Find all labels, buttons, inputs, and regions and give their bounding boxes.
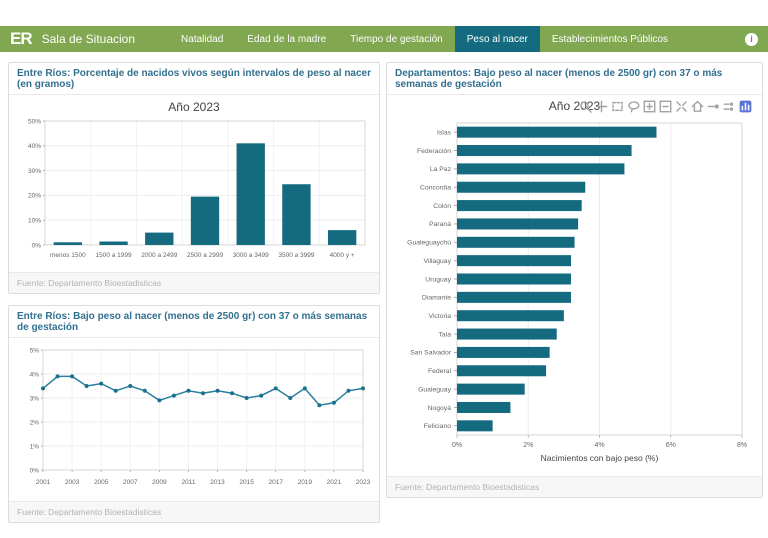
svg-text:2021: 2021 [327,479,342,486]
svg-text:10%: 10% [28,218,41,225]
svg-text:Colón: Colón [433,203,451,210]
weights-chart-title: Año 2023 [168,100,220,114]
panel-low-weight-trend: Entre Ríos: Bajo peso al nacer (menos de… [8,305,380,523]
svg-text:2019: 2019 [298,479,313,486]
svg-text:Diamante: Diamante [422,295,451,302]
svg-text:2005: 2005 [94,479,109,486]
nav-item-establecimientos-p-blicos[interactable]: Establecimientos Públicos [551,33,669,45]
panel-weight-intervals-body: Año 2023 0% 10% 20% 30% 40% 50% menos 1500 1500… [9,95,379,272]
hover-closest-icon[interactable] [707,100,720,113]
panel-departments: Departamentos: Bajo peso al nacer (menos… [386,62,763,498]
svg-text:5%: 5% [30,347,40,354]
app-header: ER Sala de Situacion Natalidad Edad de la… [0,26,768,52]
lasso-icon[interactable] [627,100,640,113]
zoom-out-icon[interactable] [659,100,672,113]
svg-text:2500 a 2999: 2500 a 2999 [187,252,224,259]
svg-text:50%: 50% [28,118,41,125]
svg-text:30%: 30% [28,168,41,175]
departments-title-row: Año 2023 [393,97,756,117]
panel-weight-intervals-title: Entre Ríos: Porcentaje de nacidos vivos … [9,63,379,95]
svg-text:4%: 4% [594,442,604,449]
panel-weight-intervals-source: Fuente: Departamento Bioestadisticas [9,272,379,293]
svg-text:8%: 8% [737,442,747,449]
left-column: Entre Ríos: Porcentaje de nacidos vivos … [8,62,380,523]
svg-text:2001: 2001 [36,479,51,486]
autoscale-icon[interactable] [675,100,688,113]
plotly-modebar [579,100,752,113]
svg-text:Concordia: Concordia [420,185,451,192]
svg-text:3%: 3% [30,395,40,402]
svg-text:La Paz: La Paz [430,166,452,173]
svg-text:2011: 2011 [181,479,195,486]
svg-text:Gualeguaychú: Gualeguaychú [407,240,451,247]
svg-text:2013: 2013 [210,479,225,486]
svg-text:2%: 2% [30,419,40,426]
trend-line-chart[interactable]: 0% 1% 2% 3% 4% 5% 2001 2003 2005 2007 2009 2011 2013… [15,340,373,499]
svg-text:Gualeguay: Gualeguay [418,386,451,393]
svg-text:Islas: Islas [437,129,452,136]
svg-text:2%: 2% [523,442,533,449]
svg-text:1%: 1% [30,443,40,450]
departments-hbar-chart[interactable]: 0% 2% 4% 6% 8% Islas Federación La Paz Concordia… [393,117,756,474]
plotly-logo-icon[interactable] [739,100,752,113]
panel-departments-source: Fuente: Departamento Bioestadisticas [387,476,762,497]
svg-text:3500 a 3999: 3500 a 3999 [278,252,315,259]
svg-text:Nogoyá: Nogoyá [428,405,452,412]
svg-text:Federación: Federación [417,148,451,155]
svg-text:6%: 6% [666,442,676,449]
svg-text:Uruguay: Uruguay [425,276,451,283]
weights-bar-chart[interactable]: 0% 10% 20% 30% 40% 50% menos 1500 1500 a 1999 20… [15,115,373,270]
svg-text:4%: 4% [30,371,40,378]
box-select-icon[interactable] [611,100,624,113]
svg-text:2023: 2023 [356,479,371,486]
svg-text:20%: 20% [28,193,41,200]
svg-text:Federal: Federal [428,368,452,375]
svg-text:0%: 0% [30,467,40,474]
info-icon[interactable]: i [745,32,758,46]
svg-text:4000 y +: 4000 y + [330,252,355,259]
nav-item-natalidad[interactable]: Natalidad [181,33,224,45]
svg-text:Paraná: Paraná [429,221,451,228]
svg-text:0%: 0% [452,442,462,449]
right-column: Departamentos: Bajo peso al nacer (menos… [386,62,763,498]
svg-text:Nacimientos con bajo peso (%): Nacimientos con bajo peso (%) [541,453,659,463]
nav-item-edad-de-la-madre[interactable]: Edad de la madre [247,33,327,45]
svg-text:0%: 0% [32,242,42,249]
zoom-in-icon[interactable] [643,100,656,113]
svg-text:menos 1500: menos 1500 [50,252,86,259]
dashboard-content: Entre Ríos: Porcentaje de nacidos vivos … [0,52,768,523]
nav-item-peso-al-nacer[interactable]: Peso al nacer [454,26,540,52]
hover-compare-icon[interactable] [723,100,736,113]
svg-text:Tala: Tala [439,331,452,338]
panel-departments-title: Departamentos: Bajo peso al nacer (menos… [387,63,762,95]
svg-text:40%: 40% [28,143,41,150]
svg-text:1500 a 1999: 1500 a 1999 [95,252,132,259]
svg-text:2000 a 2499: 2000 a 2499 [141,252,178,259]
zoom-icon[interactable] [579,100,592,113]
svg-text:2007: 2007 [123,479,138,486]
reset-axes-icon[interactable] [691,100,704,113]
app-title: Sala de Situacion [41,32,136,46]
pan-icon[interactable] [595,100,608,113]
panel-departments-body: Año 2023 0% 2% 4% 6% 8% Islas Federación La Paz… [387,95,762,476]
svg-text:Victoria: Victoria [428,313,451,320]
panel-low-weight-trend-body: 0% 1% 2% 3% 4% 5% 2001 2003 2005 2007 2009 2011 2013… [9,338,379,501]
panel-low-weight-trend-title: Entre Ríos: Bajo peso al nacer (menos de… [9,306,379,338]
nav-item-tiempo-de-gestaci-n[interactable]: Tiempo de gestación [350,33,443,45]
svg-text:2009: 2009 [152,479,167,486]
panel-weight-intervals: Entre Ríos: Porcentaje de nacidos vivos … [8,62,380,294]
svg-text:San Salvador: San Salvador [410,350,452,357]
svg-text:2015: 2015 [239,479,254,486]
svg-text:Feliciano: Feliciano [424,423,451,430]
svg-text:3000 a 3499: 3000 a 3499 [233,252,270,259]
svg-text:2003: 2003 [65,479,80,486]
er-logo: ER [10,29,33,48]
svg-text:Villaguay: Villaguay [424,258,452,265]
main-nav: Natalidad Edad de la madre Tiempo de gesta… [169,26,680,52]
svg-text:2017: 2017 [268,479,283,486]
